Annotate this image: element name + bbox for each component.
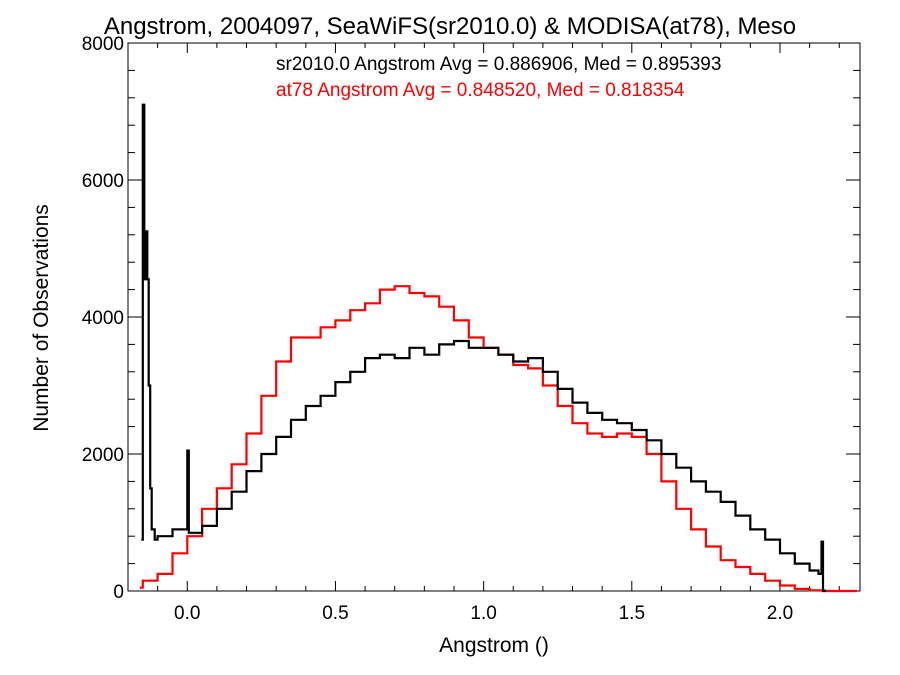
x-tick-label-4: 2.0 xyxy=(767,603,793,624)
y-tick-label-4: 8000 xyxy=(82,34,124,55)
y-tick-label-2: 4000 xyxy=(82,308,124,329)
x-tick-label-3: 1.5 xyxy=(619,603,645,624)
x-tick-label-1: 0.5 xyxy=(322,603,348,624)
x-axis: 0.0 0.5 1.0 1.5 2.0 xyxy=(157,43,840,624)
y-tick-label-0: 0 xyxy=(113,582,124,603)
x-tick-label-0: 0.0 xyxy=(174,603,200,624)
y-axis: 0 2000 4000 6000 8000 xyxy=(82,34,860,603)
plot-border xyxy=(127,42,861,592)
y-tick-label-1: 2000 xyxy=(82,445,124,466)
plot-frame xyxy=(127,42,861,592)
x-tick-label-2: 1.0 xyxy=(470,603,496,624)
series-line-at78 xyxy=(139,285,857,593)
y-tick-label-3: 6000 xyxy=(82,171,124,192)
y-axis-label: Number of Observations xyxy=(30,204,53,432)
series-line-sr2010-0 xyxy=(141,103,826,593)
annotation-at78: at78 Angstrom Avg = 0.848520, Med = 0.81… xyxy=(276,80,685,101)
series-layer xyxy=(139,103,857,593)
x-axis-label: Angstrom () xyxy=(439,634,549,657)
annotation-sr2010: sr2010.0 Angstrom Avg = 0.886906, Med = … xyxy=(276,54,721,75)
chart-title: Angstrom, 2004097, SeaWiFS(sr2010.0) & M… xyxy=(104,13,796,40)
